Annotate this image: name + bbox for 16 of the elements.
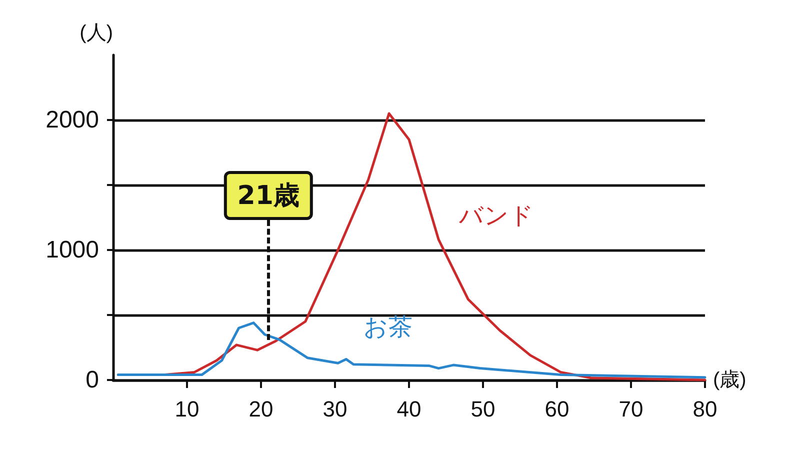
x-tick-label: 60 <box>544 396 570 422</box>
y-tick-label: 1000 <box>46 236 99 264</box>
x-tick-label: 10 <box>174 396 200 422</box>
y-axis-title: (人) <box>80 22 113 44</box>
x-tick-label: 20 <box>248 396 274 422</box>
annotation: 21歳 <box>224 171 312 220</box>
series-label: バンド <box>458 202 534 230</box>
x-tick-label: 40 <box>396 396 422 422</box>
x-axis-title: (歳) <box>713 369 746 391</box>
x-tick-label: 30 <box>322 396 348 422</box>
x-tick-label: 50 <box>470 396 496 422</box>
y-tick-label: 2000 <box>46 106 99 134</box>
x-tick-label: 70 <box>618 396 644 422</box>
y-tick-label: 0 <box>86 366 99 394</box>
series-label: お茶 <box>364 312 413 341</box>
x-tick-label: 80 <box>692 396 718 422</box>
